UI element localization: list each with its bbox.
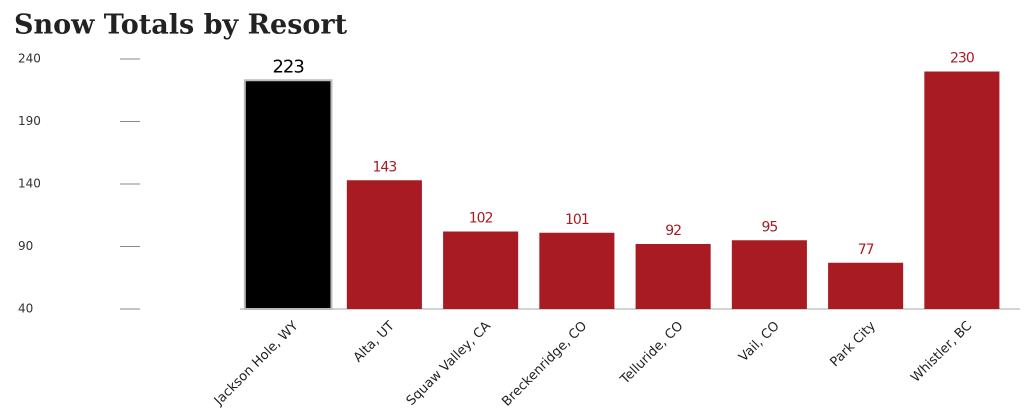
value-label: 77 [858, 242, 874, 258]
value-label: 101 [565, 212, 589, 228]
x-tick-label: Park City [828, 318, 880, 370]
y-tick-label: 90 [18, 239, 33, 253]
value-label: 102 [469, 211, 493, 227]
x-tick-label: Jackson Hole, WY [211, 319, 302, 410]
y-tick-label: 140 [18, 177, 41, 191]
value-label: 223 [272, 56, 304, 77]
x-tick-label: Alta, UT [351, 319, 398, 366]
value-label: 143 [373, 159, 397, 175]
bar [243, 79, 333, 310]
y-tick-label: 40 [18, 302, 33, 316]
x-tick-label: Breckenridge, CO [499, 319, 590, 410]
bar [443, 231, 519, 309]
x-tick-label: Telluride, CO [617, 319, 686, 388]
bar [924, 71, 1000, 309]
bar [635, 244, 711, 309]
value-label: 230 [950, 51, 974, 67]
bar [539, 232, 615, 309]
value-label: 95 [761, 219, 777, 235]
x-tick-label: Squaw Valley, CA [404, 319, 494, 409]
y-tick-label: 240 [18, 52, 41, 66]
x-tick-label: Vail, CO [736, 319, 782, 365]
x-tick-label: Whistler, BC [908, 319, 975, 386]
bar [731, 240, 807, 309]
value-label: 92 [665, 223, 681, 239]
y-tick-label: 190 [18, 114, 41, 128]
chart-title: Snow Totals by Resort [14, 10, 348, 41]
bar [346, 180, 422, 309]
bar [828, 262, 904, 309]
